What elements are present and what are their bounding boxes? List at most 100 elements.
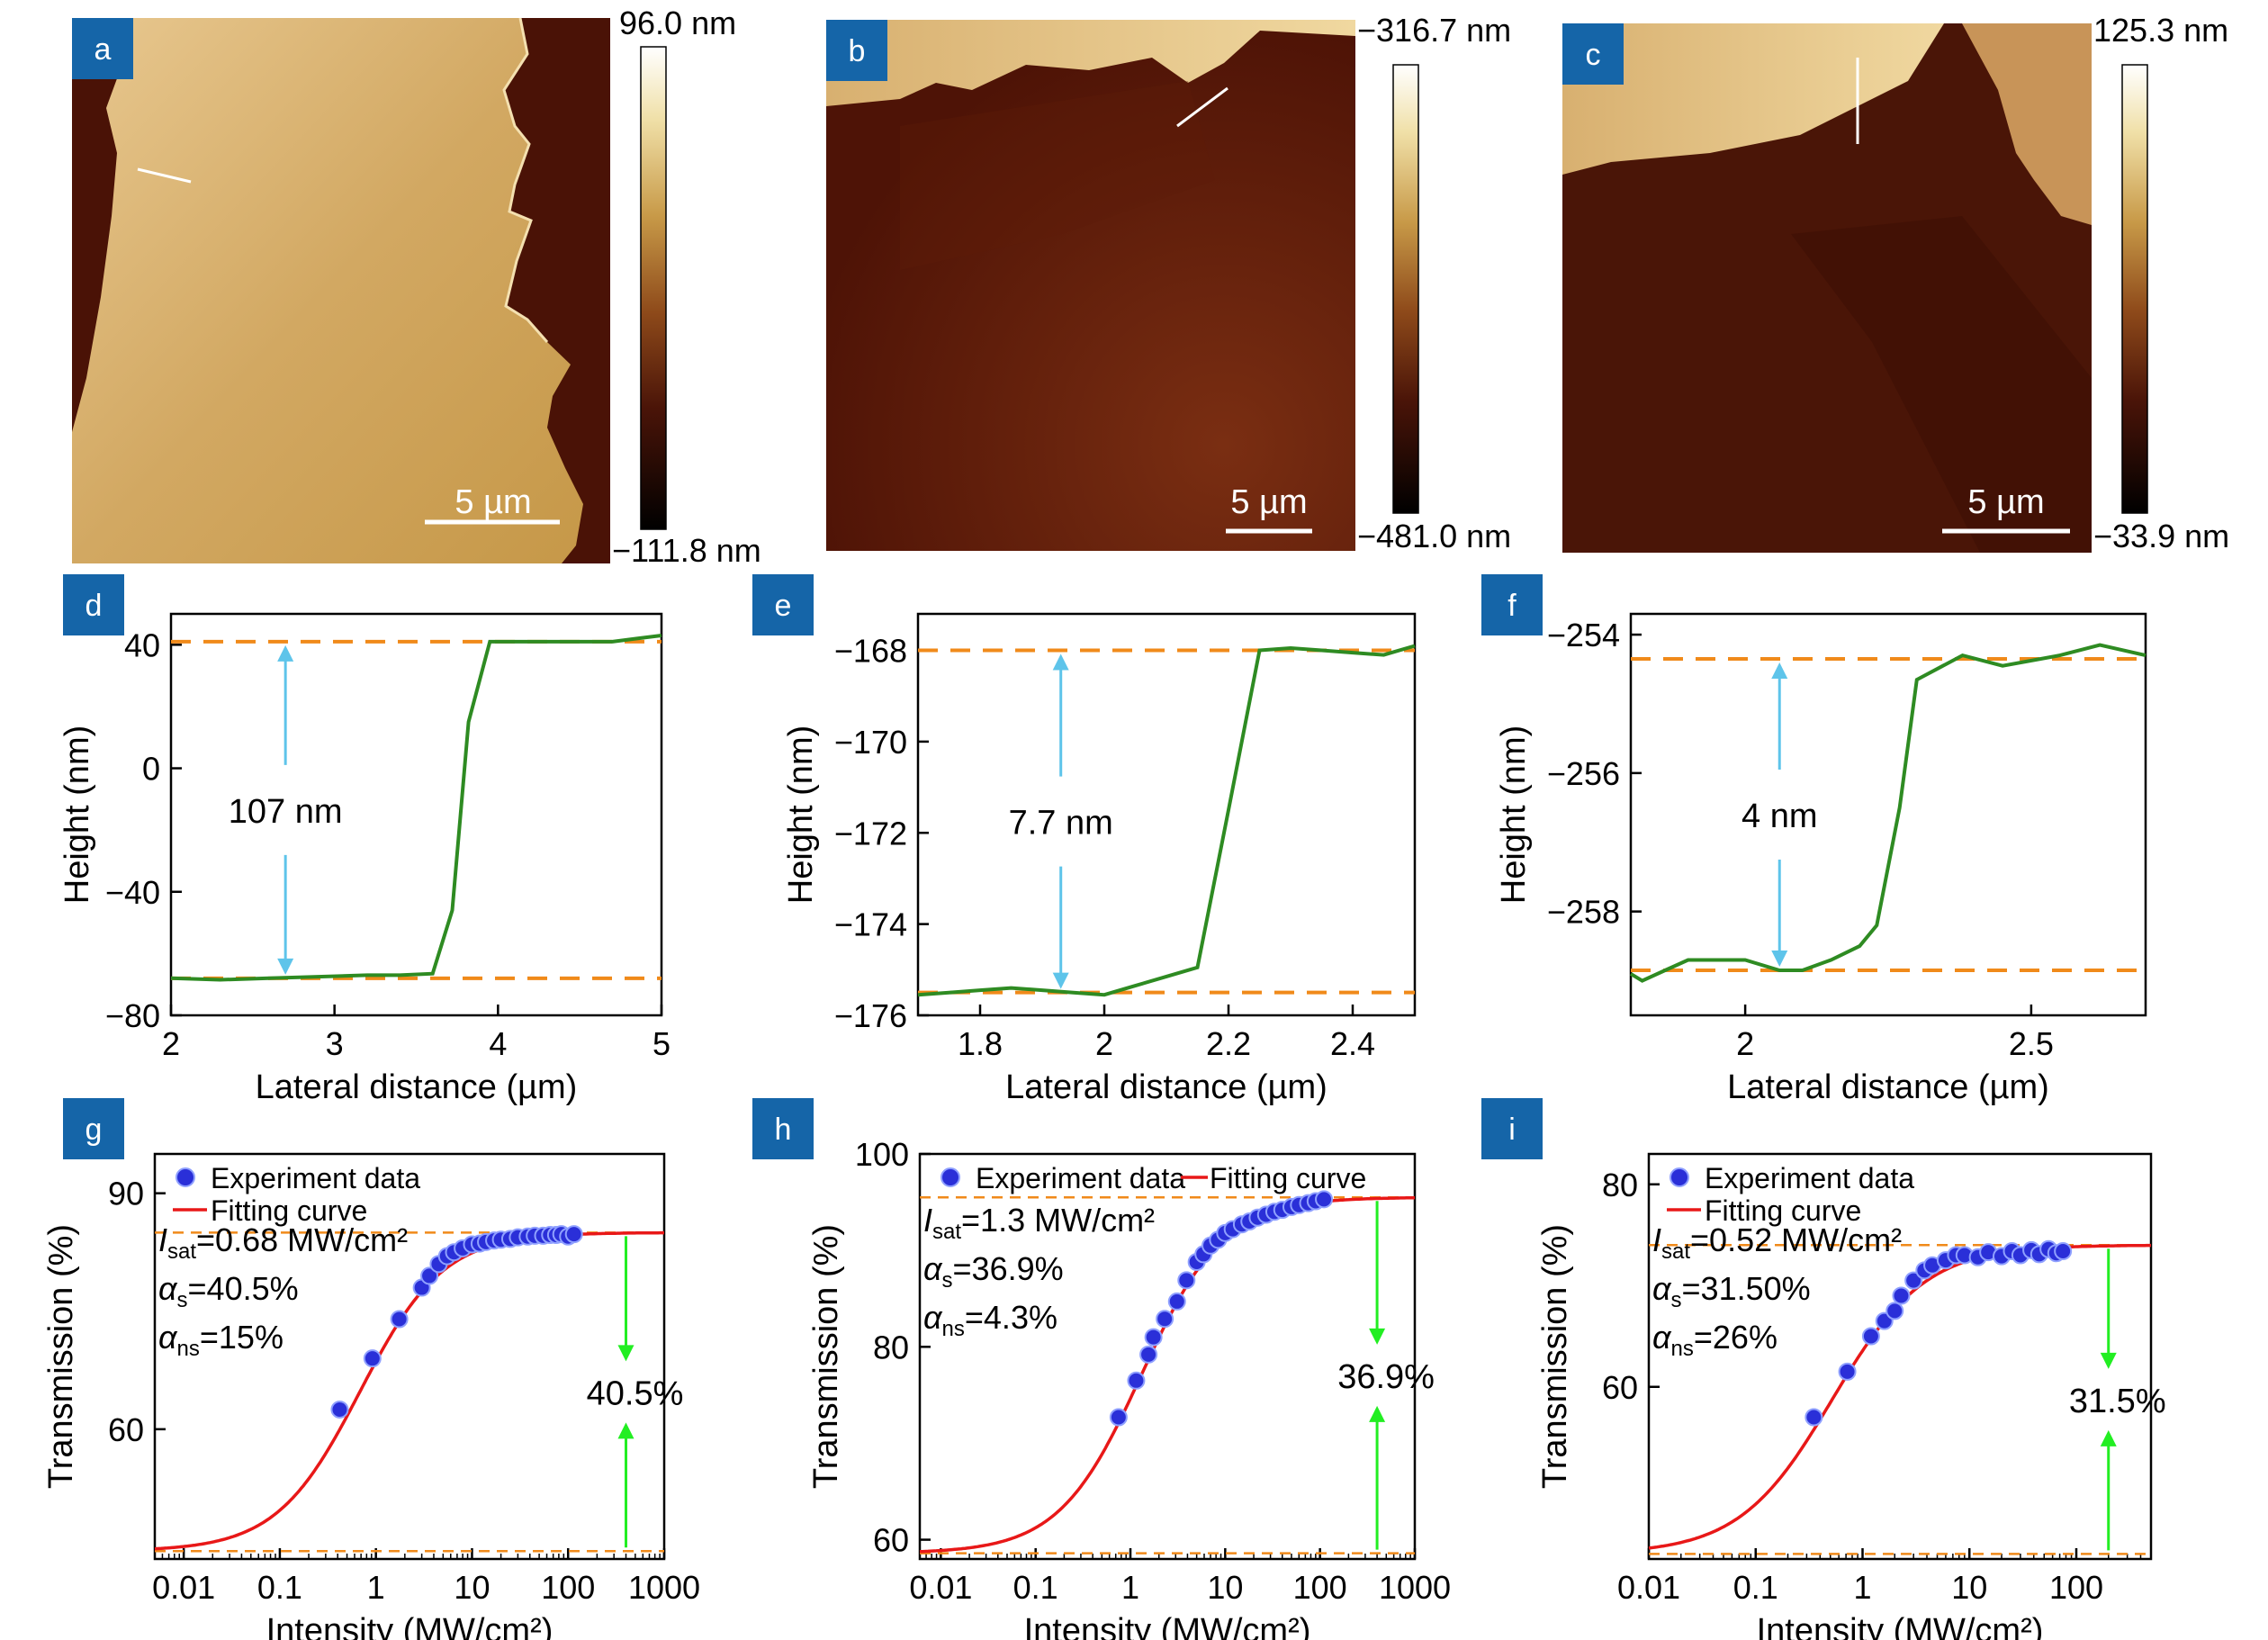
isat-subscript: sat: [932, 1220, 961, 1244]
experiment-point: [1109, 1408, 1128, 1427]
step-height-label: 107 nm: [229, 793, 343, 831]
afm-image-b: [826, 20, 1355, 551]
scale-label-b: 5 µm: [1230, 483, 1307, 521]
alpha-ns-value: =26%: [1694, 1319, 1778, 1356]
y-tick-label: 90: [108, 1176, 144, 1212]
panel-label-bg-e: [752, 574, 814, 635]
x-tick-label: 0.1: [1013, 1569, 1058, 1606]
colorbar-top-b: −316.7 nm: [1357, 12, 1511, 49]
legend-marker-experiment: [176, 1167, 195, 1187]
x-tick-label: 10: [454, 1569, 490, 1606]
afm-panel-c: c 5 µm 125.3 nm −33.9 nm: [1562, 12, 2229, 554]
step-height-label: 7.7 nm: [1009, 805, 1113, 843]
y-axis-label: Height (nm): [782, 725, 820, 905]
arrow-head-down: [277, 958, 294, 975]
x-tick-label: 2: [162, 1025, 180, 1062]
x-axis-label: Lateral distance (µm): [1005, 1068, 1328, 1106]
experiment-point: [1127, 1371, 1146, 1390]
panel-label-bg-a: [72, 18, 133, 79]
panel-label-i: i: [1508, 1113, 1516, 1147]
legend-label-fit: Fitting curve: [1210, 1162, 1366, 1194]
afm-subflake-c: [1791, 216, 2092, 553]
colorbar-a: [640, 46, 667, 530]
x-tick-label: 2.2: [1206, 1025, 1251, 1062]
y-axis-label: Height (nm): [58, 725, 96, 905]
isat-annotation: Isat=0.68 MW/cm²: [158, 1221, 408, 1264]
alpha-s-annotation: αs=40.5%: [158, 1270, 299, 1312]
panel-label-c: c: [1586, 38, 1601, 72]
x-tick-label: 0.1: [257, 1569, 302, 1606]
experiment-point: [1144, 1328, 1163, 1347]
chart-i: i 0.01 0.1 1 10 100 80 60 Intensity (MW/cm²) Tran…: [1481, 1098, 2166, 1640]
alpha-s-subscript: s: [177, 1288, 188, 1312]
alpha-ns-subscript: ns: [942, 1317, 965, 1341]
x-tick-label: 2.4: [1330, 1025, 1375, 1062]
alpha-ns-subscript: ns: [177, 1337, 200, 1361]
plot-frame-g: [153, 1152, 666, 1561]
plot-frame-f: [1629, 612, 2147, 1017]
x-tick-label: 0.01: [909, 1569, 972, 1606]
y-tick-label: −40: [105, 874, 160, 911]
legend-label-experiment: Experiment data: [1705, 1162, 1914, 1194]
panel-label-g: g: [86, 1113, 103, 1147]
height-profile-line: [917, 644, 1416, 997]
modulation-depth-label: 31.5%: [2069, 1383, 2166, 1420]
plot-frame-h: [918, 1152, 1417, 1561]
arrow-head-up: [277, 644, 294, 662]
panel-label-f: f: [1508, 589, 1516, 623]
experiment-point: [564, 1225, 583, 1244]
y-tick-label: 40: [124, 626, 160, 663]
drop-arrow-head-down: [617, 1345, 634, 1362]
alpha-s-symbol: α: [923, 1250, 943, 1287]
chart-h: h 0.01 0.1 1 10 100 1000 100 80 60 Intensity (MW/c…: [752, 1098, 1451, 1640]
panel-label-bg-b: [826, 20, 887, 81]
experiment-point: [1167, 1292, 1186, 1311]
y-tick-label: 80: [1602, 1167, 1638, 1203]
isat-subscript: sat: [1661, 1239, 1690, 1264]
y-axis-label: Transmission (%): [1536, 1224, 1574, 1489]
experiment-point: [1886, 1302, 1904, 1320]
chart-f: f 2 2.5 −254 −256 −258 Lateral distance (µm) He…: [1481, 574, 2147, 1106]
legend-label-experiment: Experiment data: [976, 1162, 1185, 1194]
isat-symbol: I: [923, 1202, 932, 1239]
y-tick-label: −254: [1547, 617, 1620, 653]
x-tick-label: 2: [1095, 1025, 1113, 1062]
x-tick-label: 0.01: [1617, 1569, 1680, 1606]
y-tick-label: 100: [855, 1136, 909, 1173]
legend-label-experiment: Experiment data: [211, 1162, 420, 1194]
x-tick-label: 3: [326, 1025, 344, 1062]
arrow-head-up: [1052, 653, 1069, 671]
x-tick-label: 0.01: [152, 1569, 215, 1606]
panel-label-d: d: [86, 589, 103, 623]
y-tick-label: −168: [834, 633, 907, 670]
x-tick-label: 1.8: [958, 1025, 1003, 1062]
x-tick-label: 1000: [1379, 1569, 1451, 1606]
experiment-point: [1904, 1271, 1923, 1290]
experiment-point: [1804, 1408, 1823, 1427]
x-axis-label: Lateral distance (µm): [256, 1068, 578, 1106]
afm-panel-b: b 5 µm −316.7 nm −481.0 nm: [826, 12, 1511, 554]
chart-d: d 2 3 4 5 40 0 −40 −80 Lateral distance (µm) Heigh…: [58, 574, 670, 1106]
y-tick-label: −172: [834, 815, 907, 852]
isat-symbol: I: [1652, 1221, 1661, 1258]
isat-value: =0.52 MW/cm²: [1690, 1221, 1902, 1258]
drop-arrow-head-up: [617, 1422, 634, 1439]
y-axis-label: Height (nm): [1495, 725, 1533, 905]
experiment-point: [420, 1266, 439, 1285]
panel-label-bg-h: [752, 1098, 814, 1159]
charts-layer: d 2 3 4 5 40 0 −40 −80 Lateral distance (µm) Heigh…: [42, 574, 2166, 1640]
x-axis-label: Intensity (MW/cm²): [266, 1612, 554, 1640]
chart-g: g 0.01 0.1 1 10 100 1000 90 60 Intensity (MW/cm²)…: [42, 1098, 700, 1640]
alpha-ns-value: =4.3%: [965, 1299, 1058, 1336]
x-tick-label: 1: [367, 1569, 385, 1606]
panel-label-h: h: [775, 1113, 792, 1147]
drop-arrow-head-up: [2100, 1429, 2117, 1446]
panel-label-a: a: [94, 32, 112, 67]
x-tick-label: 2.5: [2009, 1025, 2054, 1062]
profile-line-b: [1176, 86, 1228, 128]
experiment-point: [330, 1400, 349, 1419]
alpha-s-value: =31.50%: [1682, 1270, 1811, 1307]
profile-line-a: [137, 167, 192, 184]
x-tick-label: 10: [1207, 1569, 1243, 1606]
alpha-ns-subscript: ns: [1671, 1337, 1694, 1361]
